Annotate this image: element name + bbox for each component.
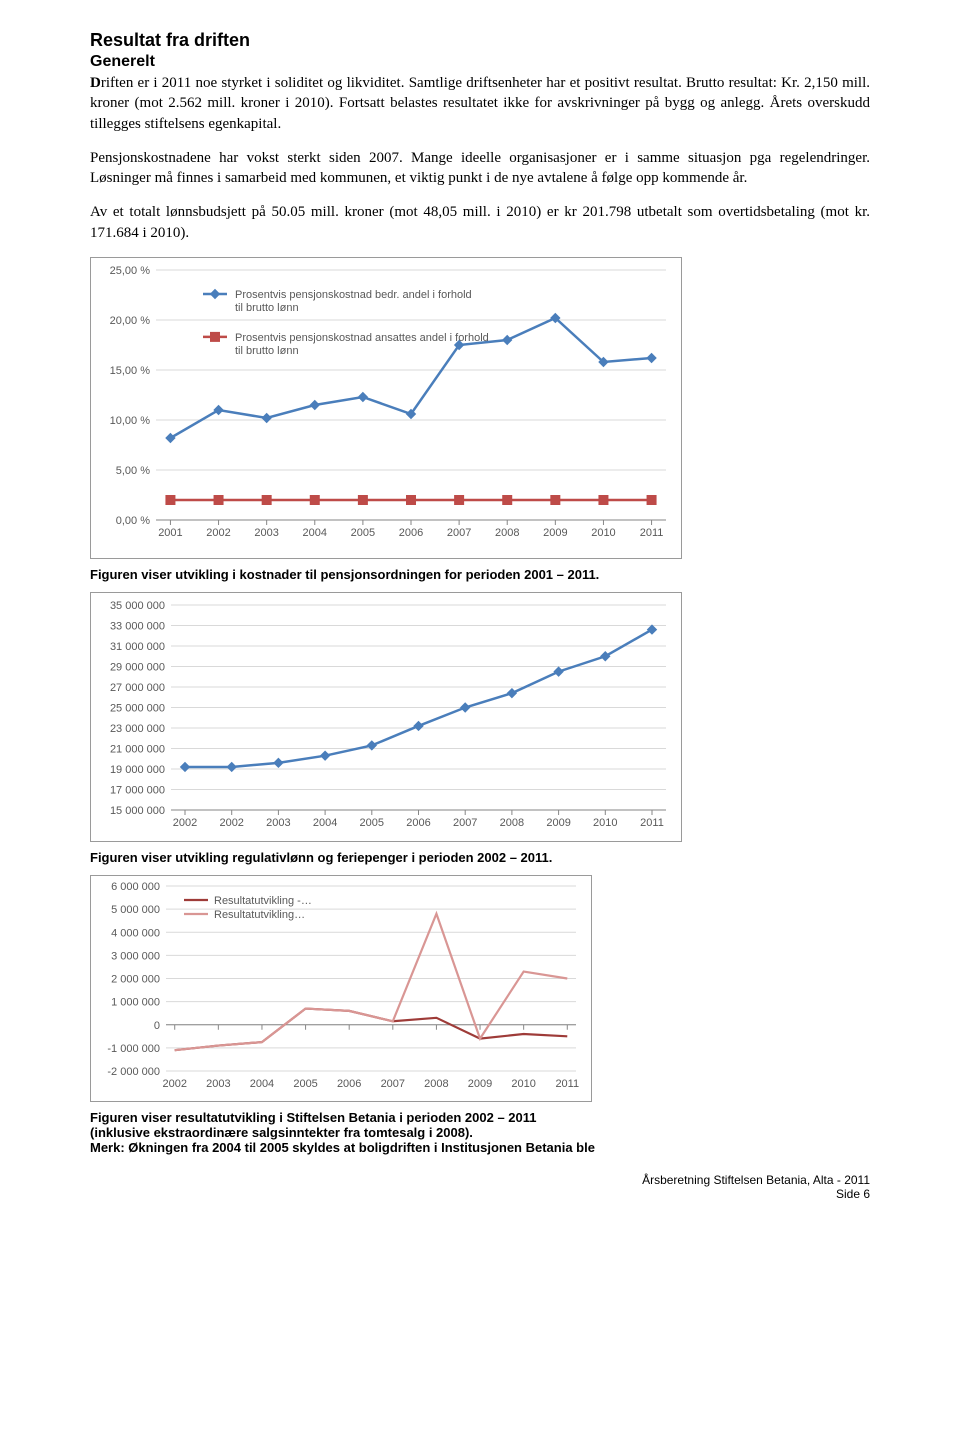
svg-text:2006: 2006	[399, 527, 423, 539]
paragraph-1: Driften er i 2011 noe styrket i solidite…	[90, 73, 870, 134]
svg-text:Resultatutvikling…: Resultatutvikling…	[214, 909, 305, 921]
svg-text:2004: 2004	[313, 817, 337, 829]
svg-text:2009: 2009	[543, 527, 567, 539]
footer-line2: Side 6	[90, 1187, 870, 1201]
svg-text:2002: 2002	[173, 817, 197, 829]
svg-text:2009: 2009	[468, 1078, 492, 1090]
svg-text:1 000 000: 1 000 000	[111, 996, 160, 1008]
svg-text:15,00 %: 15,00 %	[110, 365, 151, 377]
svg-text:2007: 2007	[447, 527, 471, 539]
svg-text:2006: 2006	[406, 817, 430, 829]
svg-text:2010: 2010	[591, 527, 615, 539]
svg-text:Prosentvis pensjonskostnad bed: Prosentvis pensjonskostnad bedr. andel i…	[235, 289, 472, 301]
svg-text:15 000 000: 15 000 000	[110, 805, 165, 817]
svg-text:0,00 %: 0,00 %	[116, 515, 150, 527]
chart-result-development: -2 000 000 -1 000 000 0 1 000 000 2 000 000 3…	[90, 875, 592, 1102]
svg-text:3 000 000: 3 000 000	[111, 950, 160, 962]
svg-text:2004: 2004	[250, 1078, 274, 1090]
svg-text:2 000 000: 2 000 000	[111, 973, 160, 985]
svg-text:2008: 2008	[495, 527, 519, 539]
svg-text:til brutto lønn: til brutto lønn	[235, 345, 299, 357]
svg-text:4 000 000: 4 000 000	[111, 927, 160, 939]
svg-text:2011: 2011	[555, 1078, 579, 1090]
chart-pension-cost: 0,00 % 5,00 % 10,00 % 15,00 % 20,00 % 25,00 %…	[90, 257, 682, 559]
svg-text:27 000 000: 27 000 000	[110, 682, 165, 694]
caption-chart1: Figuren viser utvikling i kostnader til …	[90, 567, 870, 582]
svg-text:-1 000 000: -1 000 000	[107, 1043, 160, 1055]
svg-text:5 000 000: 5 000 000	[111, 904, 160, 916]
svg-text:10,00 %: 10,00 %	[110, 415, 151, 427]
caption3-line1: Figuren viser resultatutvikling i Stifte…	[90, 1110, 537, 1125]
svg-text:-2 000 000: -2 000 000	[107, 1066, 160, 1078]
svg-text:2005: 2005	[293, 1078, 317, 1090]
svg-text:Prosentvis pensjonskostnad ans: Prosentvis pensjonskostnad ansattes ande…	[235, 332, 489, 344]
page-footer: Årsberetning Stiftelsen Betania, Alta - …	[90, 1173, 870, 1201]
svg-text:31 000 000: 31 000 000	[110, 641, 165, 653]
svg-text:0: 0	[154, 1020, 160, 1032]
svg-text:21 000 000: 21 000 000	[110, 743, 165, 755]
svg-text:2002: 2002	[219, 817, 243, 829]
svg-text:Resultatutvikling -…: Resultatutvikling -…	[214, 895, 312, 907]
svg-text:2004: 2004	[303, 527, 327, 539]
svg-text:35 000 000: 35 000 000	[110, 600, 165, 612]
svg-text:2005: 2005	[351, 527, 375, 539]
svg-text:2001: 2001	[158, 527, 182, 539]
svg-text:2003: 2003	[206, 1078, 230, 1090]
svg-text:2002: 2002	[206, 527, 230, 539]
svg-text:2010: 2010	[593, 817, 617, 829]
svg-text:25 000 000: 25 000 000	[110, 702, 165, 714]
svg-text:33 000 000: 33 000 000	[110, 620, 165, 632]
svg-text:2003: 2003	[266, 817, 290, 829]
para1-dropcap: D	[90, 75, 101, 91]
caption3-line2: (inklusive ekstraordinære salgsinntekter…	[90, 1125, 473, 1140]
svg-text:2008: 2008	[500, 817, 524, 829]
heading-main: Resultat fra driften	[90, 30, 870, 51]
svg-text:2003: 2003	[254, 527, 278, 539]
document-page: Resultat fra driften Generelt Driften er…	[0, 0, 960, 1231]
svg-text:5,00 %: 5,00 %	[116, 465, 150, 477]
paragraph-2: Pensjonskostnadene har vokst sterkt side…	[90, 148, 870, 189]
svg-text:2006: 2006	[337, 1078, 361, 1090]
svg-text:2007: 2007	[453, 817, 477, 829]
svg-text:2007: 2007	[381, 1078, 405, 1090]
svg-text:19 000 000: 19 000 000	[110, 764, 165, 776]
svg-text:25,00 %: 25,00 %	[110, 265, 151, 277]
svg-text:2008: 2008	[424, 1078, 448, 1090]
footer-line1: Årsberetning Stiftelsen Betania, Alta - …	[90, 1173, 870, 1187]
caption-chart2: Figuren viser utvikling regulativlønn og…	[90, 850, 870, 865]
chart-wage-development: 15 000 000 17 000 000 19 000 000 21 000 000…	[90, 592, 682, 842]
svg-text:6 000 000: 6 000 000	[111, 881, 160, 893]
svg-text:2011: 2011	[640, 817, 664, 829]
svg-text:29 000 000: 29 000 000	[110, 661, 165, 673]
svg-text:til brutto lønn: til brutto lønn	[235, 302, 299, 314]
svg-text:2002: 2002	[162, 1078, 186, 1090]
heading-sub: Generelt	[90, 53, 870, 71]
svg-text:23 000 000: 23 000 000	[110, 723, 165, 735]
svg-text:2009: 2009	[546, 817, 570, 829]
svg-text:2005: 2005	[360, 817, 384, 829]
svg-text:2011: 2011	[640, 527, 664, 539]
para1-rest: riften er i 2011 noe styrket i soliditet…	[90, 75, 870, 132]
caption-chart3: Figuren viser resultatutvikling i Stifte…	[90, 1110, 870, 1155]
caption3-line3: Merk: Økningen fra 2004 til 2005 skyldes…	[90, 1140, 595, 1155]
svg-text:2010: 2010	[511, 1078, 535, 1090]
svg-text:17 000 000: 17 000 000	[110, 784, 165, 796]
paragraph-3: Av et totalt lønnsbudsjett på 50.05 mill…	[90, 202, 870, 243]
svg-text:20,00 %: 20,00 %	[110, 315, 151, 327]
